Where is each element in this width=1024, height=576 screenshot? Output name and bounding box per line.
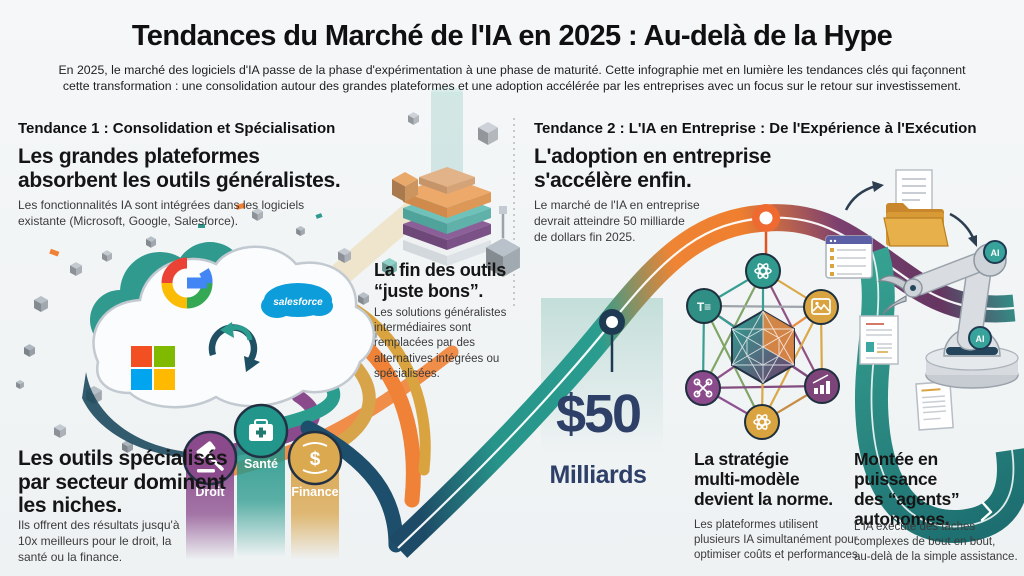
good-enough-heading: La fin des outils “juste bons”. bbox=[374, 260, 506, 301]
curve-marker-orange bbox=[752, 204, 780, 256]
milestone-value: $50 bbox=[555, 384, 642, 444]
drone-icon bbox=[693, 378, 713, 398]
vertical-tools-body: Ils offrent des résultats jusqu'à 10x me… bbox=[18, 518, 180, 564]
gavel-icon bbox=[196, 441, 224, 473]
pillar-label-droit: Droit bbox=[195, 485, 225, 499]
gripper-claw bbox=[877, 275, 907, 315]
ai-badge: AI bbox=[968, 326, 992, 350]
dollar-icon: $ bbox=[302, 442, 328, 474]
multi-model-network: T≡ bbox=[685, 253, 840, 440]
salesforce-logo: salesforce bbox=[261, 283, 333, 318]
browser-window-icon bbox=[825, 235, 873, 279]
pillar-label-sante: Santé bbox=[244, 457, 278, 471]
salesforce-label: salesforce bbox=[273, 297, 323, 308]
network-hub bbox=[731, 309, 795, 385]
image-icon bbox=[811, 298, 831, 315]
document-ingest-illustration bbox=[844, 169, 977, 247]
page-subtitle: En 2025, le marché des logiciels d'IA pa… bbox=[58, 63, 966, 94]
adoption-body: Le marché de l'IA en entreprise devrait … bbox=[534, 198, 700, 244]
sector-pillars: $ Droit Santé Finance bbox=[182, 403, 343, 560]
adoption-heading: L'adoption en entreprise s'accélère enfi… bbox=[534, 145, 771, 192]
network-node-text: T≡ bbox=[686, 288, 722, 324]
svg-text:AI: AI bbox=[976, 334, 985, 344]
sync-arrows-icon bbox=[208, 322, 260, 372]
robot-arm-illustration: AI AI bbox=[877, 240, 1019, 389]
workflow-document-icon bbox=[915, 380, 954, 431]
trend1-section-title: Tendance 1 : Consolidation et Spécialisa… bbox=[18, 120, 336, 137]
trend2-section-title: Tendance 2 : L'IA en Entreprise : De l'E… bbox=[534, 120, 977, 137]
page-title: Tendances du Marché de l'IA en 2025 : Au… bbox=[131, 20, 893, 52]
medical-kit-icon bbox=[249, 419, 273, 441]
agents-body: L'IA exécute des tâches complexes de bou… bbox=[854, 521, 1018, 564]
microsoft-logo bbox=[131, 346, 175, 390]
cloud-shadow-swoosh bbox=[82, 372, 242, 458]
vertical-tools-heading: Les outils spécialisés par secteur domin… bbox=[18, 447, 228, 518]
platform-stack-illustration bbox=[382, 87, 520, 277]
network-node-llm-bottom bbox=[744, 404, 780, 440]
market-milestone: $50 Milliards bbox=[532, 369, 664, 508]
network-node-image bbox=[803, 289, 839, 325]
trend1-platforms-body: Les fonctionnalités IA sont intégrées da… bbox=[18, 198, 305, 228]
network-node-analytics bbox=[804, 368, 840, 404]
trend1-platforms-heading: Les grandes plateformes absorbent les ou… bbox=[18, 145, 341, 192]
bar-chart-icon bbox=[812, 374, 830, 394]
cloud-illustration: salesforce bbox=[82, 242, 376, 458]
workflow-arrow-icon bbox=[980, 501, 993, 522]
floating-cube-icon bbox=[478, 122, 498, 145]
folder-icon bbox=[883, 203, 949, 247]
ai-badge: AI bbox=[983, 240, 1007, 264]
pillar-label-finance: Finance bbox=[291, 485, 338, 499]
google-logo bbox=[161, 257, 213, 309]
multi-model-body: Les plateformes utilisent plusieurs IA s… bbox=[694, 519, 861, 562]
agents-heading: Montée en puissance des “agents” autonom… bbox=[854, 449, 960, 529]
multi-model-heading: La stratégie multi-modèle devient la nor… bbox=[694, 449, 833, 509]
workflow-document-icon bbox=[859, 315, 899, 365]
svg-text:AI: AI bbox=[991, 248, 1000, 258]
curve-marker-navy bbox=[599, 309, 625, 372]
good-enough-body: Les solutions généralistes intermédiaire… bbox=[374, 307, 507, 380]
network-node-drone bbox=[685, 370, 721, 406]
workflow-arrow-icon bbox=[891, 514, 905, 532]
text-model-icon: T≡ bbox=[697, 300, 711, 314]
svg-text:$: $ bbox=[310, 449, 321, 470]
network-node-llm-top bbox=[745, 253, 781, 289]
curved-arrow-icon bbox=[844, 181, 977, 247]
milestone-unit: Milliards bbox=[549, 461, 647, 489]
floating-cube-icon bbox=[408, 112, 419, 125]
